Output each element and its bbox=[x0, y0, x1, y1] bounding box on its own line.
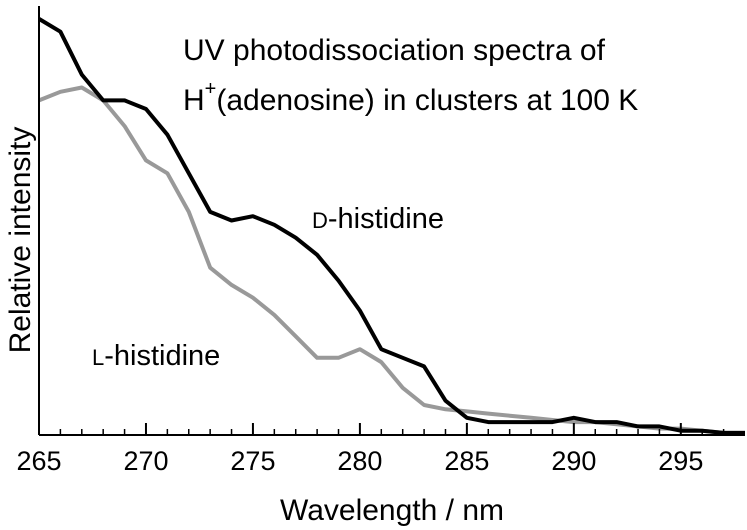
y-axis-label: Relative intensity bbox=[4, 127, 37, 354]
chart-title-sup: + bbox=[205, 78, 217, 100]
chart-title-line-2: H+(adenosine) in clusters at 100 K bbox=[183, 78, 638, 117]
chart-title-line-1: UV photodissociation spectra of bbox=[183, 34, 606, 67]
series-label-d-histidine: D-histidine bbox=[312, 203, 444, 235]
x-tick-label-280: 280 bbox=[337, 446, 382, 476]
x-tick-label-270: 270 bbox=[123, 446, 168, 476]
chart-title-rest: (adenosine) in clusters at 100 K bbox=[216, 84, 638, 117]
series-line-d-histidine bbox=[37, 17, 745, 435]
series-label-l-rest: -histidine bbox=[104, 340, 220, 372]
series-label-d-smallcap: D bbox=[312, 208, 328, 233]
series-layer bbox=[37, 17, 745, 435]
series-line-l-histidine bbox=[38, 85, 745, 435]
series-label-l-histidine: L-histidine bbox=[92, 340, 220, 372]
x-axis-label: Wavelength / nm bbox=[280, 494, 504, 527]
x-tick-label-275: 275 bbox=[230, 446, 275, 476]
series-label-d-rest: -histidine bbox=[328, 203, 444, 235]
x-tick-label-295: 295 bbox=[658, 446, 703, 476]
series-label-l-smallcap: L bbox=[92, 345, 104, 370]
x-tick-label-290: 290 bbox=[551, 446, 596, 476]
axes-layer: 265 270 275 280 285 290 295 bbox=[16, 6, 745, 476]
x-tick-label-285: 285 bbox=[444, 446, 489, 476]
chart-title-h: H bbox=[183, 84, 205, 117]
x-tick-label-265: 265 bbox=[16, 446, 61, 476]
